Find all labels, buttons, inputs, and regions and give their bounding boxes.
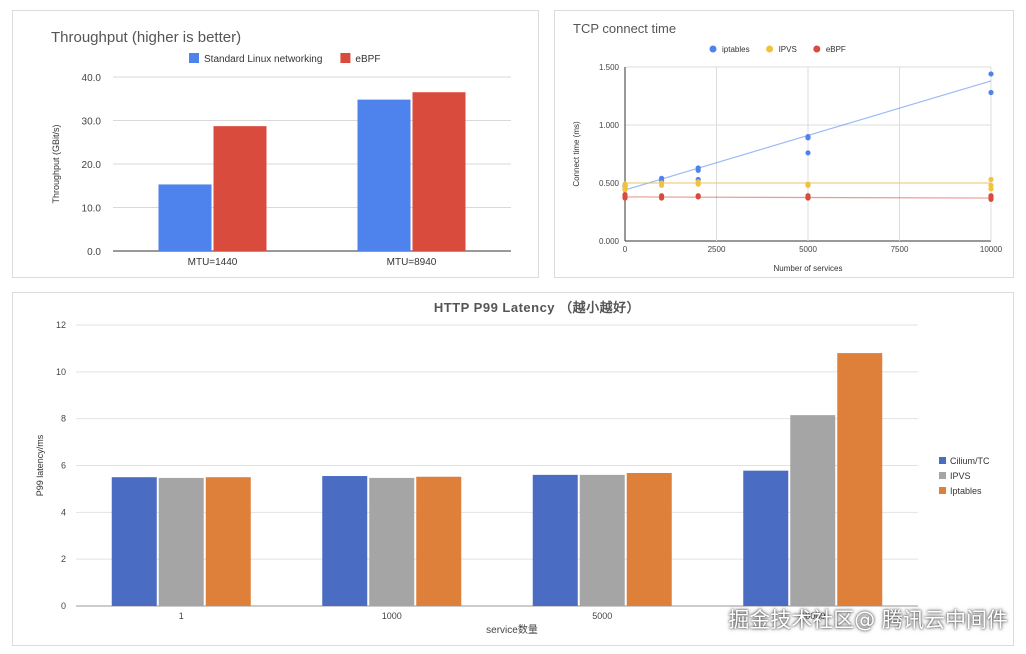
x-tick-label: 7500 [891, 245, 909, 254]
legend-label-0: Cilium/TC [950, 456, 990, 466]
y-tick-label: 10.0 [82, 204, 102, 215]
legend-label-1: IPVS [950, 471, 971, 481]
x-tick-label: 10000 [980, 245, 1003, 254]
legend-label-0: iptables [722, 45, 750, 54]
y-tick-label: 4 [61, 507, 66, 517]
bar-ipvs-1 [369, 477, 415, 606]
x-tick-label: MTU=1440 [188, 257, 238, 268]
bar-ebpf-0 [213, 126, 267, 251]
y-tick-label: 1.500 [599, 63, 620, 72]
legend-marker-0 [709, 45, 717, 53]
legend-label-0: Standard Linux networking [204, 54, 322, 65]
throughput-chart-panel: Throughput (higher is better) Standard Li… [12, 10, 539, 278]
y-axis-label: Throughput (GBit/s) [51, 124, 61, 203]
y-tick-label: 2 [61, 554, 66, 564]
y-tick-label: 20.0 [82, 160, 102, 171]
bar-iptables-2 [626, 472, 672, 606]
http-latency-chart-panel: HTTP P99 Latency （越小越好） 0 2 4 6 8 10 12 P99 late… [12, 292, 1014, 646]
x-tick-label: 1 [179, 611, 184, 621]
y-tick-label: 8 [61, 414, 66, 424]
bar-ipvs-2 [579, 474, 625, 606]
y-axis-label: Connect time (ms) [572, 121, 581, 187]
legend-label-2: eBPF [826, 45, 846, 54]
x-tick-label: 5000 [592, 611, 612, 621]
bar-cilium-tc-1 [322, 476, 368, 606]
x-tick-label: 5000 [799, 245, 817, 254]
point-ipvs [695, 179, 701, 185]
y-tick-label: 40.0 [82, 73, 102, 84]
point-iptables [805, 135, 811, 141]
legend-marker-2 [813, 45, 821, 53]
y-tick-label: 0.500 [599, 179, 620, 188]
point-ebpf [988, 193, 994, 199]
point-ebpf [695, 194, 701, 200]
point-iptables [988, 89, 994, 96]
watermark-text: 掘金技术社区@ 腾讯云中间件 [728, 608, 1008, 632]
legend-swatch-0 [939, 457, 946, 464]
y-tick-label: 1.000 [599, 121, 620, 130]
point-ipvs [805, 181, 811, 187]
throughput-chart: Throughput (higher is better) Standard Li… [51, 29, 511, 268]
point-iptables [988, 71, 994, 77]
bar-standard-linux-networking-1 [357, 99, 411, 252]
y-tick-label: 12 [56, 320, 66, 330]
point-ipvs [988, 186, 994, 192]
legend-label-1: eBPF [355, 54, 380, 65]
bar-iptables-1 [416, 476, 462, 606]
y-tick-label: 0 [61, 601, 66, 611]
point-ipvs [659, 180, 665, 186]
x-axis-label: service数量 [486, 623, 538, 636]
x-tick-label: 2500 [708, 245, 726, 254]
chart-title: HTTP P99 Latency （越小越好） [434, 300, 640, 315]
bar-cilium-tc-3 [743, 470, 789, 606]
bar-cilium-tc-2 [532, 474, 578, 606]
y-tick-label: 6 [61, 461, 66, 471]
bar-ipvs-0 [158, 477, 204, 606]
legend-swatch-1 [340, 53, 351, 63]
point-iptables [695, 167, 701, 173]
chart-title: TCP connect time [573, 21, 676, 36]
point-iptables [805, 150, 811, 156]
tcp-connect-chart-panel: TCP connect time iptables IPVS eBPF 0.000 0.5… [554, 10, 1014, 278]
point-ebpf [622, 192, 628, 198]
y-axis-label: P99 latency/ms [35, 434, 45, 496]
point-ipvs [622, 187, 628, 193]
bar-iptables-0 [205, 477, 251, 606]
legend-label-2: Iptables [950, 486, 982, 496]
tcp-connect-chart: TCP connect time iptables IPVS eBPF 0.000 0.5… [572, 21, 1003, 273]
x-tick-label: 10000 [800, 611, 825, 621]
x-tick-label: 0 [623, 245, 628, 254]
point-ebpf [805, 195, 811, 201]
legend-swatch-0 [189, 53, 199, 63]
bar-standard-linux-networking-0 [158, 184, 212, 251]
x-tick-label: MTU=8940 [387, 257, 437, 268]
point-ipvs [988, 176, 994, 183]
y-tick-label: 0.000 [599, 237, 620, 246]
bar-ebpf-1 [412, 92, 466, 251]
y-tick-label: 10 [56, 367, 66, 377]
point-ebpf [659, 195, 665, 201]
y-tick-label: 30.0 [82, 117, 102, 128]
legend-swatch-1 [939, 472, 946, 479]
x-axis-label: Number of services [774, 264, 843, 273]
chart-title: Throughput (higher is better) [51, 29, 241, 46]
y-tick-label: 0.0 [87, 247, 101, 258]
legend-swatch-2 [939, 487, 946, 494]
x-tick-label: 1000 [382, 611, 402, 621]
legend-label-1: IPVS [779, 45, 797, 54]
bar-cilium-tc-0 [111, 477, 157, 606]
bar-iptables-3 [837, 353, 883, 606]
point-ipvs [622, 181, 628, 187]
http-latency-chart: HTTP P99 Latency （越小越好） 0 2 4 6 8 10 12 P99 late… [35, 300, 990, 636]
bar-ipvs-3 [790, 415, 836, 606]
legend-marker-1 [766, 45, 774, 53]
